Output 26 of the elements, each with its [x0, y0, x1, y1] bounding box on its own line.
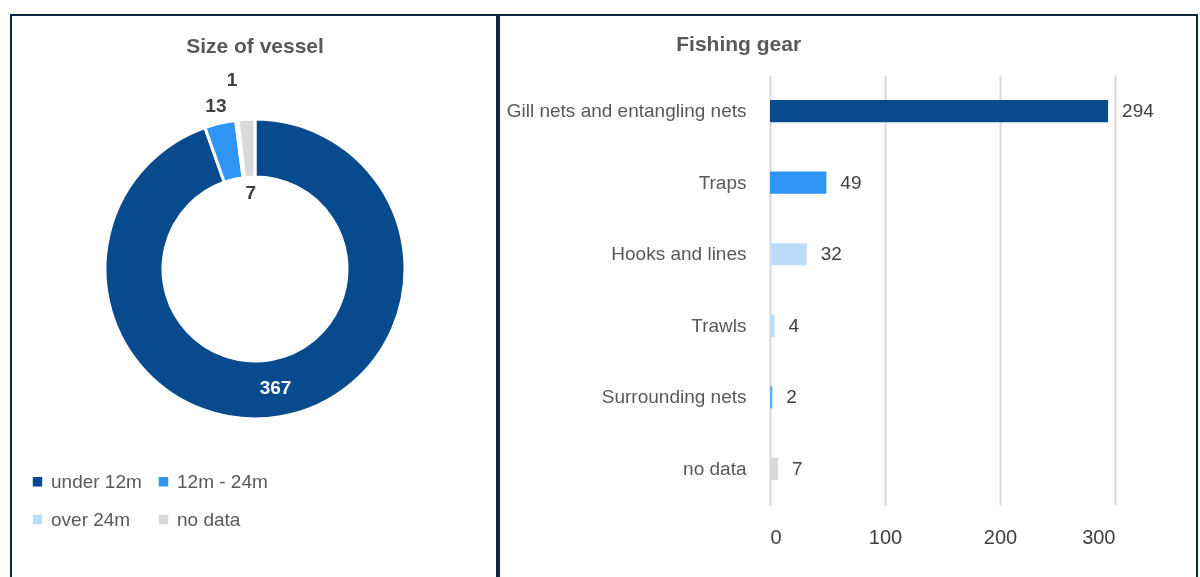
data-label: 367	[259, 377, 292, 399]
x-tick-label: 200	[983, 525, 1018, 548]
y-tick-label: no data	[683, 457, 747, 479]
legend-label: no data	[177, 508, 241, 530]
data-label: 1	[226, 69, 238, 91]
chart-title: Fishing gear	[676, 32, 802, 55]
legend-label: 12m - 24m	[177, 470, 268, 492]
data-label: 7	[792, 457, 803, 479]
legend-label: over 24m	[51, 508, 131, 530]
y-tick-label: Gill nets and entangling nets	[506, 100, 747, 122]
y-tick-label: Surrounding nets	[601, 386, 747, 408]
data-label: 49	[840, 171, 862, 193]
x-tick-label: 100	[868, 525, 903, 548]
data-label: 294	[1122, 100, 1155, 122]
x-tick-label: 0	[770, 525, 782, 548]
data-label: 2	[786, 386, 797, 408]
x-tick-label: 300	[1082, 525, 1116, 548]
y-tick-label: Hooks and lines	[611, 243, 747, 265]
data-label: 4	[788, 314, 800, 336]
y-tick-label: Trawls	[691, 314, 747, 336]
chart-title: Size of vessel	[186, 34, 324, 58]
data-label: 13	[205, 94, 227, 116]
legend-label: under 12m	[51, 470, 142, 492]
y-tick-label: Traps	[698, 171, 747, 193]
data-label: 32	[820, 243, 842, 265]
data-label: 7	[245, 182, 256, 204]
